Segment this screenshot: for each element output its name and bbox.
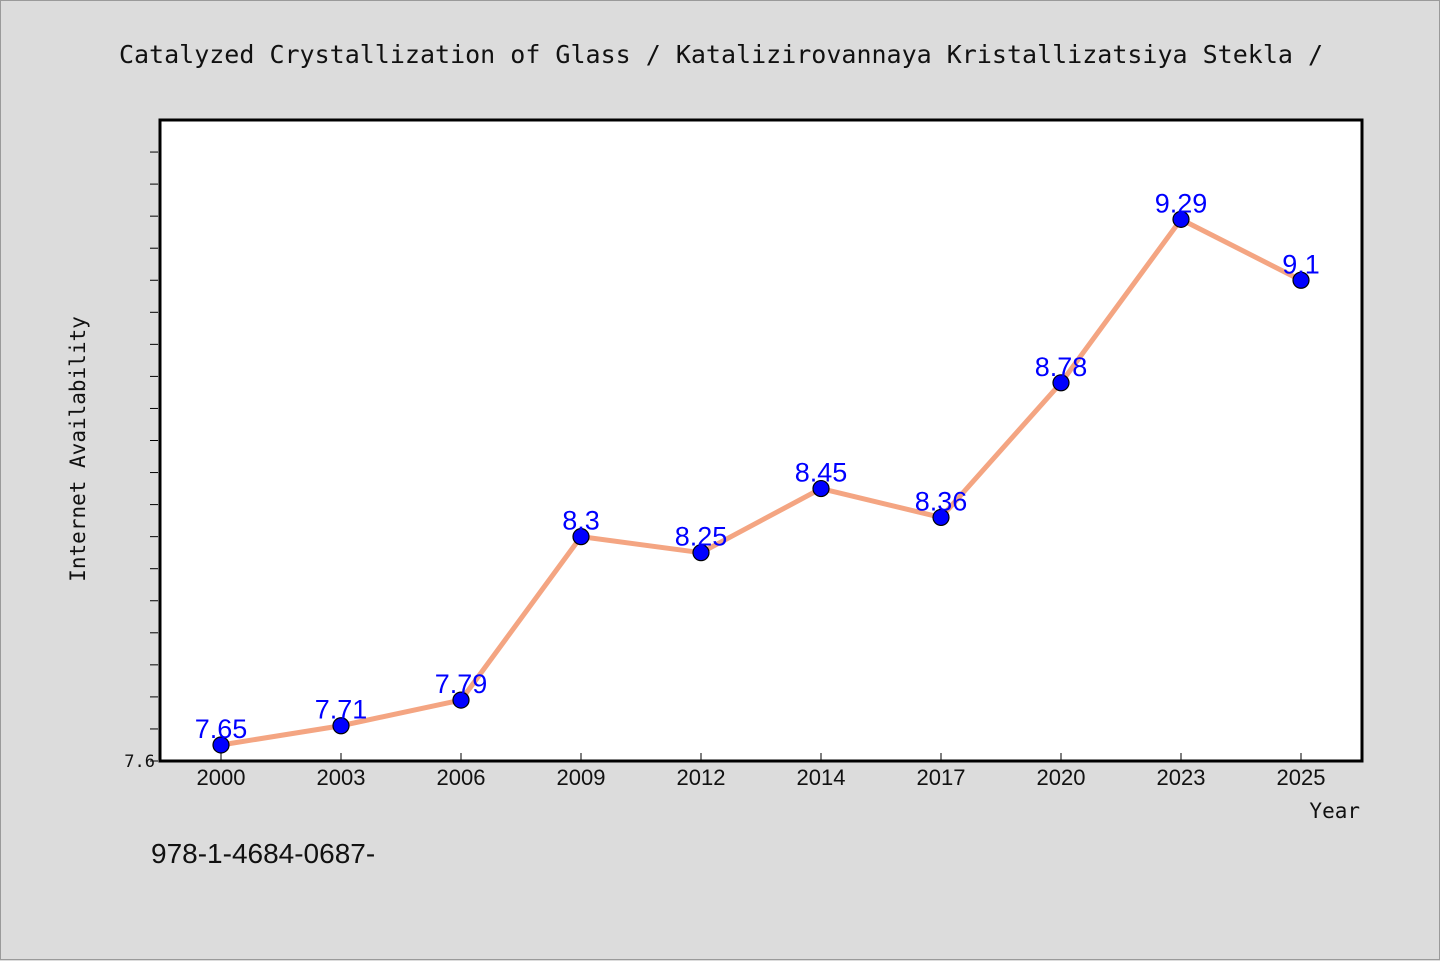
data-point: [452, 691, 470, 709]
x-axis-ticks: 2000 2003 2006 2009 2012 2014 2017 2020 2023 2025: [197, 753, 1326, 790]
plot-area: [158, 118, 1364, 763]
data-point: [1052, 374, 1070, 392]
footnote-isbn: 978-1-4684-0687-: [151, 838, 375, 869]
data-point: [1292, 271, 1310, 289]
x-tick-label: 2025: [1277, 765, 1326, 790]
data-label: 7.79: [435, 669, 488, 699]
x-tick-label: 2000: [197, 765, 246, 790]
x-tick-label: 2023: [1157, 765, 1206, 790]
y-tick-label: 7.6: [124, 752, 155, 772]
x-tick-label: 2003: [317, 765, 366, 790]
data-series: [212, 210, 1310, 754]
data-label: 9.1: [1282, 249, 1320, 279]
chart-title: Catalyzed Crystallization of Glass / Kat…: [119, 40, 1323, 69]
data-label: 9.29: [1155, 188, 1208, 218]
data-label: 8.36: [915, 486, 968, 516]
x-tick-label: 2012: [677, 765, 726, 790]
data-point: [212, 736, 230, 754]
data-point: [1172, 210, 1190, 228]
x-tick-label: 2017: [917, 765, 966, 790]
data-label: 7.71: [315, 695, 368, 725]
data-point: [932, 508, 950, 527]
y-axis-title: Internet Availability: [66, 316, 90, 582]
data-labels: 7.65 7.71 7.79 8.3 8.25 8.45 8.36 8.78 9.29 9.1: [195, 188, 1320, 744]
data-label: 8.45: [795, 458, 848, 488]
x-tick-label: 2006: [437, 765, 486, 790]
data-point: [692, 544, 710, 562]
x-tick-label: 2020: [1037, 765, 1086, 790]
x-tick-label: 2009: [557, 765, 606, 790]
series-line: [220, 216, 1303, 748]
data-point: [812, 479, 830, 498]
data-point: [332, 717, 350, 735]
x-axis-title: Year: [1309, 799, 1360, 823]
data-label: 7.65: [195, 714, 248, 744]
data-label: 8.25: [675, 522, 728, 552]
data-label: 8.3: [562, 506, 600, 536]
y-axis-ticks: 7.6: [124, 151, 158, 772]
data-point: [572, 528, 590, 546]
data-label: 8.78: [1035, 352, 1088, 382]
x-tick-label: 2014: [797, 765, 846, 790]
